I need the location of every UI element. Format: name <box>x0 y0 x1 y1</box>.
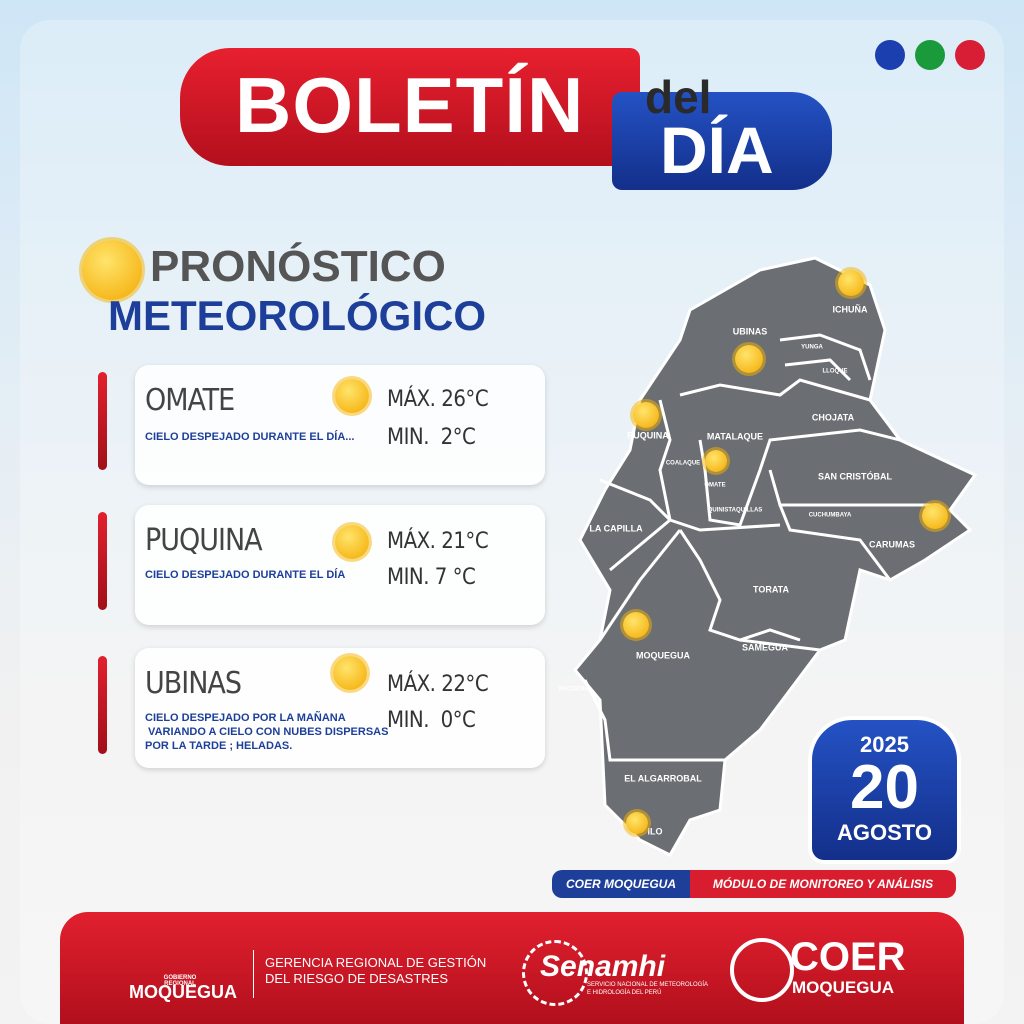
tag-left: COER MOQUEGUA <box>552 870 690 898</box>
sun-icon <box>335 379 369 413</box>
footer-senamhi: Senamhi <box>540 950 666 983</box>
footer-gerencia1: GERENCIA REGIONAL DE GESTIÓN <box>265 955 487 970</box>
region-label: UBINAS <box>733 326 768 336</box>
max-temp: MÁX. 26°C <box>387 387 489 412</box>
forecast-card: PUQUINA CIELO DESPEJADO DURANTE EL DÍA M… <box>135 505 545 625</box>
sun-icon <box>705 450 727 472</box>
footer-gob-small: GOBIERNO REGIONAL <box>163 975 197 987</box>
dia-text: DÍA <box>660 113 774 187</box>
date-day: 20 <box>850 753 919 822</box>
region-label: LA CAPILLA <box>589 523 643 533</box>
section-line2: METEOROLÓGICO <box>108 292 486 339</box>
divider <box>253 950 254 998</box>
sun-icon <box>335 525 369 559</box>
footer-coer-sub: MOQUEGUA <box>792 978 894 997</box>
sun-icon <box>333 656 367 690</box>
del-text: del <box>645 71 712 123</box>
coer-logo <box>730 938 794 1002</box>
dot-blue <box>875 40 905 70</box>
sun-icon <box>922 503 948 529</box>
description: VARIANDO A CIELO CON NUBES DISPERSAS <box>145 726 389 738</box>
region-label: EL ALGARROBAL <box>624 773 702 783</box>
description: CIELO DESPEJADO DURANTE EL DÍA <box>145 569 346 581</box>
place: PUQUINA <box>145 523 263 558</box>
footer <box>60 912 964 1024</box>
description: CIELO DESPEJADO POR LA MAÑANA <box>145 712 346 724</box>
senamhi-logo <box>522 940 588 1006</box>
region-label: COALAQUE <box>666 461 700 467</box>
region-label: MOQUEGUA <box>636 650 691 660</box>
region-label: CUCHUMBAYA <box>809 513 852 519</box>
footer-gerencia2: DEL RIESGO DE DESASTRES <box>265 971 449 986</box>
region-label: CARUMAS <box>869 539 915 549</box>
footer-gob: MOQUEGUA <box>129 982 237 1002</box>
dia-banner <box>612 92 832 190</box>
place: UBINAS <box>145 666 242 701</box>
place: OMATE <box>145 383 235 418</box>
region-label: PACOCHA <box>559 687 590 693</box>
sun-icon <box>623 612 649 638</box>
min-temp: MIN. 2°C <box>387 425 476 450</box>
region-label: MATALAQUE <box>707 431 763 441</box>
region-label: ILO <box>648 826 663 836</box>
tag-right: MÓDULO DE MONITOREO Y ANÁLISIS <box>690 870 956 898</box>
max-temp: MÁX. 21°C <box>387 529 489 554</box>
sun-icon <box>626 812 648 834</box>
sun-icon <box>735 345 763 373</box>
region-map <box>573 256 978 857</box>
sun-icon <box>82 240 142 300</box>
region-label: CHOJATA <box>812 412 855 422</box>
card-accent <box>98 512 107 610</box>
region-label: OMATE <box>704 483 725 489</box>
forecast-card: OMATE CIELO DESPEJADO DURANTE EL DÍA... … <box>135 365 545 485</box>
region-label: QUINISTAQUILLAS <box>708 508 763 514</box>
sun-icon <box>838 270 864 296</box>
region-label: LLOQUE <box>823 369 848 375</box>
max-temp: MÁX. 22°C <box>387 672 489 697</box>
region-label: SAN CRISTÓBAL <box>818 470 893 481</box>
description: CIELO DESPEJADO DURANTE EL DÍA... <box>145 431 355 443</box>
sun-icon <box>633 402 659 428</box>
description: POR LA TARDE ; HELADAS. <box>145 740 293 752</box>
title-banner <box>180 48 640 166</box>
min-temp: MIN. 7 °C <box>387 565 476 590</box>
forecast-card: UBINAS CIELO DESPEJADO POR LA MAÑANA VAR… <box>135 648 545 768</box>
region-label: SAMEGUA <box>742 642 789 652</box>
footer-coer: COER <box>790 935 906 979</box>
card-accent <box>98 656 107 754</box>
map-labels: UBINAS ICHUÑA YUNGA LLOQUE CHOJATA PUQUINA MAT… <box>559 304 915 836</box>
region-label: ICHUÑA <box>833 304 868 314</box>
region-label: PUQUINA <box>627 430 669 440</box>
card-accent <box>98 372 107 470</box>
region-label: YUNGA <box>801 345 823 351</box>
date-badge <box>812 720 957 860</box>
region-borders <box>583 333 940 762</box>
region-label: TORATA <box>753 584 789 594</box>
section-line1: PRONÓSTICO <box>150 242 446 291</box>
title: BOLETÍN <box>235 61 585 149</box>
footer-senamhi-sub1: SERVICIO NACIONAL DE METEOROLOGÍA <box>587 982 709 988</box>
min-temp: MIN. 0°C <box>387 708 476 733</box>
dot-red <box>955 40 985 70</box>
dot-green <box>915 40 945 70</box>
footer-senamhi-sub2: E HIDROLOGÍA DEL PERÚ <box>587 990 662 996</box>
date-year: 2025 <box>860 732 909 757</box>
date-month: AGOSTO <box>837 820 932 845</box>
